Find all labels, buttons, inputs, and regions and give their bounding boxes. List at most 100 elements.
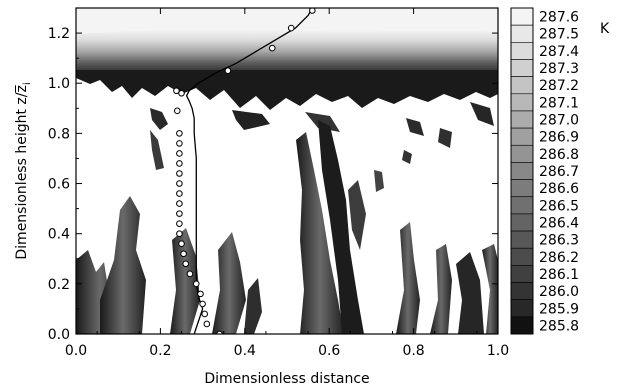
profile-marker bbox=[224, 67, 232, 74]
profile-marker bbox=[176, 190, 183, 197]
colorbar-label: 286.0 bbox=[539, 284, 579, 300]
inversion-edge bbox=[76, 70, 498, 110]
profile-marker bbox=[176, 140, 183, 147]
profile-marker bbox=[309, 8, 316, 14]
colorbar-swatch bbox=[510, 24, 534, 43]
x-tick-label: 0.4 bbox=[234, 343, 256, 359]
y-axis-label: Dimensionless height z/z̅i bbox=[14, 82, 33, 259]
colorbar-unit: K bbox=[600, 21, 610, 37]
y-tick-label: 0.8 bbox=[48, 126, 70, 142]
x-tick-label: 1.0 bbox=[487, 343, 509, 359]
colorbar-swatch bbox=[510, 247, 534, 266]
colorbar-label: 286.1 bbox=[539, 267, 579, 283]
profile-marker bbox=[176, 210, 183, 217]
profile-marker bbox=[176, 160, 183, 167]
profile-marker bbox=[199, 300, 206, 308]
x-tick-label: 0.6 bbox=[318, 343, 340, 359]
colorbar-label: 286.8 bbox=[539, 147, 579, 163]
profile-marker bbox=[287, 24, 295, 32]
colorbar-swatch bbox=[510, 282, 534, 300]
colorbar-swatch bbox=[510, 59, 534, 77]
profile-marker bbox=[176, 230, 183, 237]
profile-marker bbox=[197, 290, 204, 298]
patch bbox=[470, 102, 494, 126]
profile-marker bbox=[176, 130, 183, 137]
x-tick-label: 0.2 bbox=[149, 343, 171, 359]
plume bbox=[296, 132, 344, 334]
plume bbox=[244, 278, 262, 334]
plume bbox=[456, 252, 484, 334]
y-axis-label-text: Dimensionless height z/z̅ bbox=[14, 84, 30, 259]
profile-marker bbox=[176, 150, 183, 157]
colorbar-swatch bbox=[510, 93, 534, 112]
colorbar-label: 287.1 bbox=[539, 95, 579, 111]
y-tick-label: 0.6 bbox=[48, 177, 70, 193]
colorbar-label: 286.5 bbox=[539, 198, 579, 214]
colorbar-label: 285.8 bbox=[539, 318, 579, 334]
colorbar-swatch bbox=[510, 299, 534, 318]
plume bbox=[430, 244, 452, 334]
profile-marker bbox=[173, 107, 181, 115]
y-tick-label: 0.4 bbox=[48, 227, 70, 243]
patch bbox=[438, 128, 452, 148]
colorbar-swatch bbox=[510, 144, 534, 163]
colorbar-swatch bbox=[510, 196, 534, 215]
plume bbox=[396, 222, 420, 334]
plume bbox=[482, 244, 498, 334]
colorbar-label: 287.4 bbox=[539, 44, 579, 60]
inversion-layer bbox=[76, 29, 498, 78]
colorbar-label: 286.3 bbox=[539, 233, 579, 249]
profile-marker bbox=[182, 260, 190, 268]
colorbar-swatch bbox=[510, 230, 534, 249]
x-tick-label: 0.0 bbox=[65, 343, 87, 359]
profile-marker bbox=[180, 250, 187, 258]
plume bbox=[374, 170, 384, 192]
plot-frame bbox=[75, 7, 499, 335]
x-axis: 0.0 0.2 0.4 0.6 0.8 1.0 bbox=[65, 8, 509, 359]
colorbar-label: 286.7 bbox=[539, 164, 579, 180]
colorbar-label: 287.3 bbox=[539, 61, 579, 77]
profile-marker bbox=[176, 180, 183, 187]
patch bbox=[406, 118, 424, 136]
colorbar-swatch bbox=[510, 162, 534, 180]
y-tick-label: 0.0 bbox=[48, 327, 70, 343]
colorbar-label: 285.9 bbox=[539, 301, 579, 317]
colorbar-swatch bbox=[510, 127, 534, 146]
colorbar-label: 287.2 bbox=[539, 78, 579, 94]
patch bbox=[402, 150, 412, 164]
colorbar-swatch bbox=[510, 316, 534, 335]
profile-marker bbox=[216, 330, 223, 334]
colorbar-swatch bbox=[510, 213, 534, 232]
y-tick-label: 0.2 bbox=[48, 277, 70, 293]
x-tick-label: 0.8 bbox=[402, 343, 424, 359]
colorbar-swatch bbox=[510, 42, 534, 60]
patch bbox=[305, 112, 340, 132]
profile-marker bbox=[178, 89, 185, 97]
profile-marker bbox=[203, 320, 211, 328]
plume bbox=[318, 120, 364, 334]
colorbar-label: 287.0 bbox=[539, 113, 579, 129]
plume bbox=[150, 130, 164, 170]
y-tick-label: 1.0 bbox=[48, 76, 70, 92]
profile-marker bbox=[201, 310, 209, 318]
x-axis-label: Dimensionless distance bbox=[204, 371, 369, 387]
colorbar-label: 287.5 bbox=[539, 27, 579, 43]
profile-marker bbox=[192, 280, 200, 288]
profile-marker bbox=[176, 200, 183, 207]
patch bbox=[232, 110, 270, 130]
plume bbox=[100, 196, 146, 334]
heatmap-plot-area bbox=[76, 8, 498, 334]
plume bbox=[348, 180, 366, 250]
colorbar-swatch bbox=[510, 110, 534, 129]
colorbar-label: 286.4 bbox=[539, 215, 579, 231]
patch bbox=[150, 108, 168, 130]
profile-marker bbox=[178, 240, 185, 248]
profile-marker bbox=[186, 270, 194, 278]
colorbar-label: 287.6 bbox=[539, 10, 579, 26]
colorbar-frame bbox=[510, 7, 534, 335]
colorbar-swatch bbox=[510, 7, 534, 26]
colorbar-swatch bbox=[510, 265, 534, 283]
profile-series bbox=[173, 8, 316, 334]
